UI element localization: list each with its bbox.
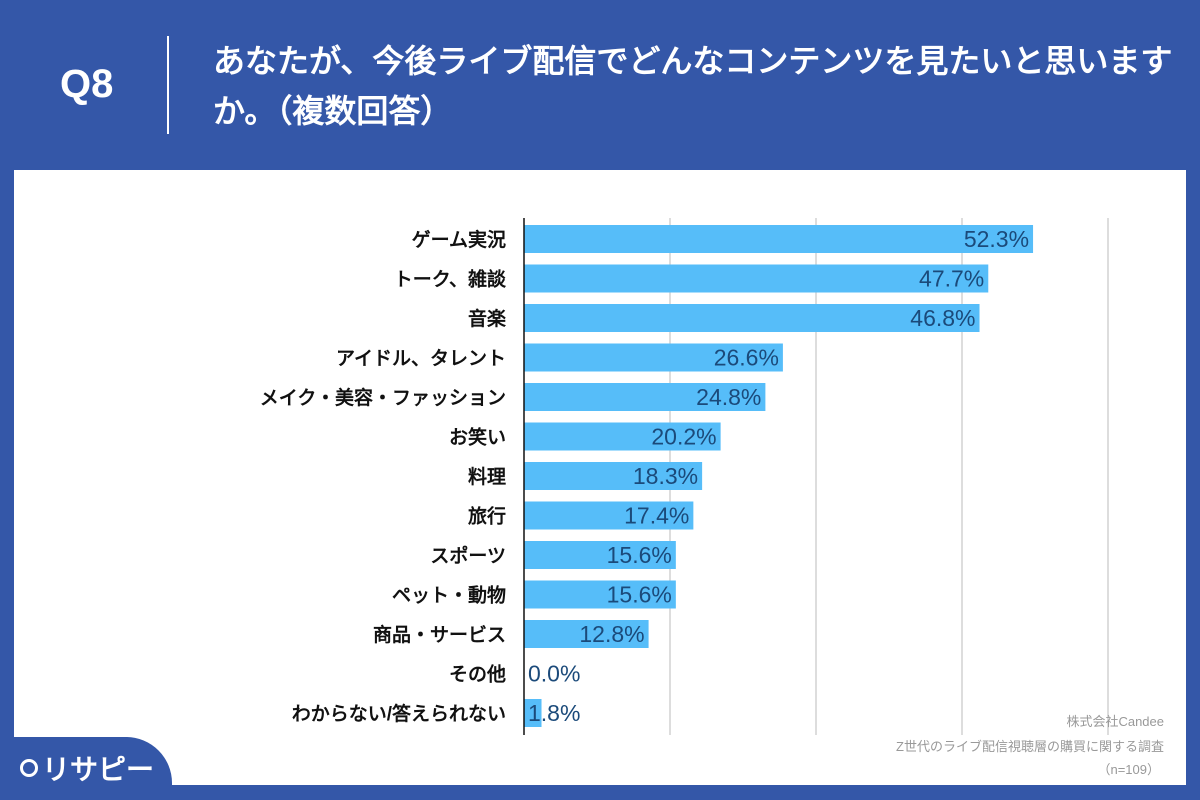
bar [524,225,1034,253]
category-label: 旅行 [468,505,506,528]
bar [524,501,694,530]
pin-icon [20,759,38,777]
category-label: わからない/答えられない [292,702,506,725]
data-label: 17.4% [624,503,689,529]
bar [524,699,542,727]
category-label: アイドル、タレント [336,348,506,370]
category-label: スポーツ [430,544,506,567]
data-label: 46.8% [910,305,975,331]
bar [524,264,989,293]
bar [524,580,676,609]
logo: リサピー [20,748,154,788]
category-label: 音楽 [468,307,507,330]
category-label: 料理 [468,465,506,488]
data-label: 18.3% [633,463,698,489]
bar [524,462,703,490]
data-label: 0.0% [528,661,580,687]
data-label: 47.7% [919,266,984,292]
category-label: トーク、雑談 [394,268,507,291]
bar [524,343,783,372]
source-survey: Z世代のライブ配信視聴層の購買に関する調査 [896,739,1164,754]
category-label: 商品・サービス [373,623,506,646]
bar [524,620,649,648]
header-divider [167,36,169,134]
logo-text: リサピー [42,754,155,785]
category-label: ゲーム実況 [412,228,506,251]
data-label: 26.6% [714,345,779,371]
sample-size: （n=109） [1097,762,1160,777]
bar [524,422,721,451]
data-label: 15.6% [607,582,672,608]
bar [524,541,676,569]
data-label: 20.2% [651,424,716,450]
question-number: Q8 [60,62,114,106]
data-label: 1.8% [528,700,580,726]
question-title: あなたが、今後ライブ配信でどんなコンテンツを見たいと思いますか。（複数回答） [213,43,1173,129]
bar [524,383,766,411]
data-label: 15.6% [607,542,672,568]
category-label: お笑い [449,426,506,449]
category-label: その他 [449,663,506,686]
data-label: 24.8% [696,384,761,410]
bar [524,304,980,332]
category-label: ペット・動物 [392,584,506,607]
category-label: メイク・美容・ファッション [260,386,506,409]
source-company: 株式会社Candee [1066,714,1164,729]
data-label: 52.3% [964,226,1029,252]
data-label: 12.8% [579,621,644,647]
